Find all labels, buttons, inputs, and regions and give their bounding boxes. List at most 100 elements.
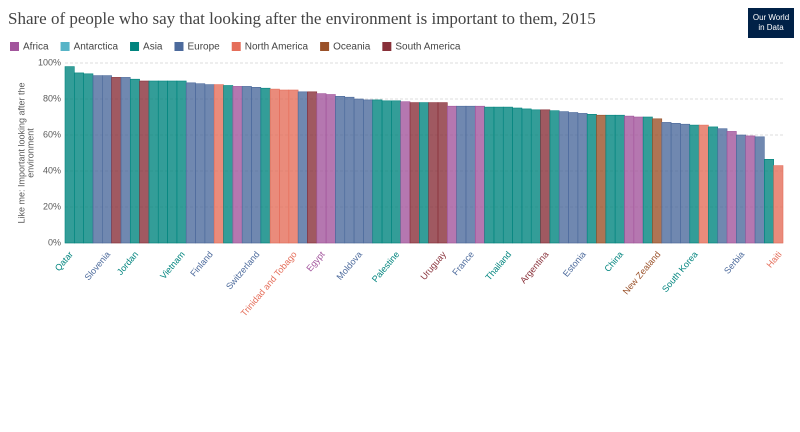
bar — [670, 123, 681, 244]
bar — [111, 77, 122, 244]
bar — [698, 124, 709, 244]
bar — [288, 89, 299, 244]
bar — [577, 113, 588, 244]
bar — [185, 82, 196, 244]
legend-swatch — [10, 42, 19, 51]
bar — [512, 107, 523, 244]
y-tick-label: 60% — [43, 129, 61, 139]
bar — [558, 111, 569, 244]
bar — [586, 114, 597, 244]
bar — [167, 80, 178, 244]
x-tick-label: South Korea — [660, 249, 700, 294]
x-tick-label: New Zealand — [621, 249, 663, 296]
bar — [279, 89, 290, 244]
x-tick-label: Thailand — [483, 249, 513, 282]
x-tick-label: Egypt — [304, 249, 327, 273]
x-tick-label: Haiti — [764, 249, 783, 269]
bar — [549, 110, 560, 244]
bar — [92, 75, 103, 244]
bar — [661, 122, 672, 244]
bar — [400, 101, 411, 244]
bar — [74, 72, 84, 244]
y-tick-label: 20% — [43, 201, 61, 211]
bar — [372, 99, 383, 244]
bar — [251, 87, 262, 244]
bar — [213, 84, 224, 244]
x-tick-label: Jordan — [115, 249, 140, 277]
bar — [502, 106, 513, 244]
bar — [652, 118, 663, 244]
legend-swatch — [231, 42, 241, 51]
bar — [773, 165, 784, 244]
bar — [642, 116, 653, 244]
x-tick-label: Estonia — [561, 249, 588, 278]
bar — [269, 88, 280, 244]
bar — [139, 80, 150, 244]
bar — [307, 91, 318, 244]
bar — [223, 85, 234, 244]
bar — [605, 114, 616, 244]
y-axis-label: environment — [25, 128, 35, 178]
bar — [624, 115, 635, 244]
x-tick-label: Switzerland — [224, 249, 262, 291]
bar — [101, 75, 112, 244]
legend-label: North America — [245, 42, 309, 53]
bar — [260, 87, 271, 244]
bar — [447, 105, 457, 244]
bar — [764, 159, 774, 244]
logo — [748, 8, 794, 38]
x-tick-label: Slovenia — [82, 249, 112, 282]
bar — [717, 128, 728, 244]
legend-label: Africa — [23, 42, 49, 53]
bar — [409, 102, 420, 244]
bar — [176, 80, 187, 244]
y-tick-label: 100% — [38, 57, 61, 67]
bar — [344, 96, 355, 244]
bar — [232, 86, 243, 244]
x-tick-label: Palestine — [370, 249, 401, 284]
bar — [530, 109, 541, 244]
bar — [596, 114, 607, 244]
bar — [316, 93, 327, 244]
legend-label: South America — [395, 42, 460, 53]
bar — [64, 66, 75, 244]
bar — [474, 105, 485, 244]
bar — [148, 80, 159, 244]
bar — [745, 135, 756, 244]
bar — [120, 77, 131, 244]
x-tick-label: Serbia — [722, 249, 746, 275]
bar — [428, 102, 439, 244]
bar — [437, 102, 448, 244]
bar — [493, 106, 504, 244]
bar — [614, 114, 625, 244]
legend-swatch — [60, 42, 70, 51]
bar — [353, 98, 364, 244]
bar — [363, 99, 374, 244]
y-tick-label: 0% — [48, 237, 61, 247]
bar — [708, 126, 719, 244]
bar — [521, 108, 532, 244]
bar — [381, 100, 392, 244]
bar — [297, 91, 308, 244]
bar — [204, 84, 215, 244]
bar — [689, 124, 700, 244]
bar — [195, 83, 206, 244]
legend-swatch — [130, 42, 140, 51]
legend-label: Oceania — [333, 42, 371, 53]
legend-swatch — [320, 42, 330, 51]
legend-swatch — [174, 42, 184, 51]
bar — [241, 86, 252, 244]
bar — [419, 102, 429, 244]
bar — [754, 136, 765, 244]
bar — [157, 80, 168, 244]
logo-text: in Data — [758, 23, 784, 32]
bar — [568, 112, 579, 244]
x-tick-label: Uruguay — [418, 249, 448, 282]
bar — [736, 134, 747, 244]
x-tick-label: Argentina — [518, 249, 550, 285]
bar — [726, 131, 737, 244]
bar — [83, 73, 94, 244]
bar — [325, 94, 336, 244]
bar — [456, 105, 467, 244]
